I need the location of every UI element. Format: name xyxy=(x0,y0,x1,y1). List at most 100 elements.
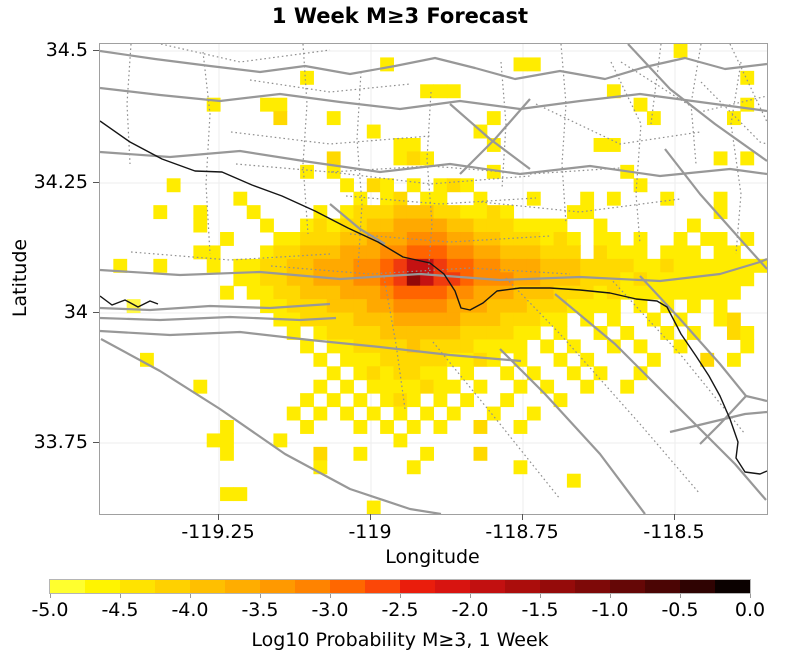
heat-cell xyxy=(553,232,568,246)
fault-line xyxy=(664,148,767,270)
heat-cell xyxy=(500,245,515,260)
heat-cell xyxy=(486,138,501,152)
heat-cell xyxy=(420,312,434,327)
y-tick-mark xyxy=(93,49,99,51)
heat-cell xyxy=(353,312,368,327)
colorbar-tick-label: -4.5 xyxy=(101,599,139,621)
heat-cell xyxy=(260,97,274,112)
heat-cell xyxy=(193,218,208,233)
heat-cell xyxy=(633,366,648,381)
heat-cell xyxy=(326,326,341,340)
heat-cell xyxy=(366,352,381,367)
heat-cell xyxy=(460,285,475,300)
x-tick-label: -118.75 xyxy=(485,521,559,543)
heat-cell xyxy=(393,406,408,421)
heat-cell xyxy=(193,205,208,220)
fault-line xyxy=(554,293,767,501)
heat-cell xyxy=(220,446,234,461)
colorbar-segment xyxy=(505,580,540,593)
heat-cell xyxy=(446,84,461,99)
heat-cell xyxy=(513,232,528,246)
heat-cell xyxy=(353,326,368,340)
heat-cell xyxy=(353,352,368,367)
heat-cell xyxy=(340,178,354,193)
heat-cell xyxy=(220,433,234,448)
heat-cell xyxy=(326,111,341,126)
heat-cell xyxy=(566,339,581,354)
heat-cell xyxy=(526,245,541,260)
heat-cell xyxy=(206,258,221,273)
heat-cell xyxy=(420,446,434,461)
heat-cell xyxy=(260,285,274,300)
heat-cell xyxy=(686,285,701,300)
heat-cell xyxy=(233,258,248,273)
heat-cell xyxy=(526,258,541,273)
fault-line xyxy=(100,49,767,81)
colorbar-segment xyxy=(365,580,400,593)
heat-cell xyxy=(713,245,728,260)
colorbar-tick-label: -2.0 xyxy=(451,599,489,621)
heat-cell xyxy=(713,191,728,206)
heat-cell xyxy=(673,285,688,300)
coastline xyxy=(100,120,767,475)
x-tick-mark xyxy=(217,514,219,520)
heat-cell xyxy=(553,258,568,273)
colorbar-segment xyxy=(610,580,645,593)
heat-cell xyxy=(446,326,461,340)
heat-cell xyxy=(460,299,475,314)
heat-cell xyxy=(353,272,368,287)
heat-cell xyxy=(220,487,234,502)
heat-cell xyxy=(580,379,595,394)
heat-cell xyxy=(313,285,328,300)
heat-cell xyxy=(406,245,421,260)
heat-cell xyxy=(393,138,408,152)
heat-cell xyxy=(380,258,394,273)
heat-cell xyxy=(406,232,421,246)
heat-cell xyxy=(380,272,394,287)
heat-cell xyxy=(500,366,515,381)
heat-cell xyxy=(366,326,381,340)
heat-cell xyxy=(393,352,408,367)
heat-cell xyxy=(700,232,715,246)
heat-cell xyxy=(420,191,434,206)
heat-cell xyxy=(340,406,354,421)
heat-cell xyxy=(513,420,528,434)
heat-cell xyxy=(460,272,475,287)
heat-cell xyxy=(313,352,328,367)
fault-line-dotted xyxy=(730,61,742,255)
fault-line-dotted xyxy=(729,44,767,123)
heat-cell xyxy=(726,312,741,327)
heat-cell xyxy=(220,232,234,246)
heat-cell xyxy=(353,446,368,461)
heat-cell xyxy=(500,299,515,314)
heat-cell xyxy=(300,258,314,273)
heat-cell xyxy=(420,326,434,340)
heat-cell xyxy=(273,111,288,126)
y-tick-mark xyxy=(93,311,99,313)
heat-cell xyxy=(380,420,394,434)
heat-cell xyxy=(633,258,648,273)
heat-cell xyxy=(313,326,328,340)
heat-cell xyxy=(153,205,168,220)
heat-cell xyxy=(526,218,541,233)
heat-cell xyxy=(340,258,354,273)
heat-cell xyxy=(633,245,648,260)
y-tick-label: 33.75 xyxy=(33,431,88,453)
heat-cell xyxy=(406,312,421,327)
heat-cell xyxy=(313,379,328,394)
heat-cell xyxy=(366,218,381,233)
heat-cell xyxy=(433,379,448,394)
heat-cell xyxy=(686,258,701,273)
heat-cell xyxy=(340,326,354,340)
heat-cell xyxy=(526,406,541,421)
heat-cell xyxy=(420,379,434,394)
heat-cell xyxy=(366,312,381,327)
colorbar-segment xyxy=(155,580,190,593)
heat-cell xyxy=(593,218,608,233)
heat-cell xyxy=(713,258,728,273)
heat-cell xyxy=(553,272,568,287)
heat-cell xyxy=(673,258,688,273)
heat-cell xyxy=(300,420,314,434)
heat-cell xyxy=(713,151,728,166)
heat-cell xyxy=(540,258,555,273)
